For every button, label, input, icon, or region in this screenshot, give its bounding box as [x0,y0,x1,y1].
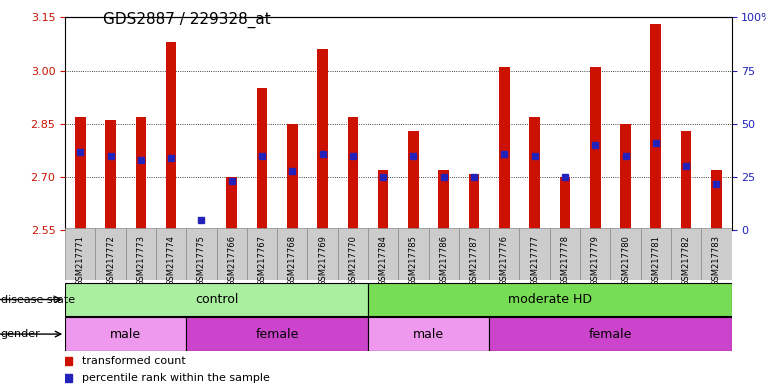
Text: GSM217767: GSM217767 [257,235,267,286]
Bar [640,228,671,280]
Text: GSM217766: GSM217766 [228,235,236,286]
Bar [165,42,176,230]
Bar [681,131,692,230]
Text: GSM217773: GSM217773 [136,235,146,286]
Text: GSM217775: GSM217775 [197,235,206,286]
Bar [398,228,429,280]
Bar [368,318,489,351]
Text: GSM217777: GSM217777 [530,235,539,286]
Bar [489,228,519,280]
Bar [469,174,480,230]
Text: GSM217769: GSM217769 [318,235,327,286]
Bar [611,228,640,280]
Bar [126,228,156,280]
Bar [277,228,307,280]
Text: GSM217779: GSM217779 [591,235,600,286]
Bar [378,170,388,230]
Text: GSM217783: GSM217783 [712,235,721,286]
Bar [105,120,116,230]
Bar [368,283,732,316]
Bar [560,177,570,230]
Bar [96,228,126,280]
Text: GSM217776: GSM217776 [500,235,509,286]
Text: moderate HD: moderate HD [508,293,592,306]
Bar [156,228,186,280]
Bar [75,117,86,230]
Text: female: female [589,328,632,341]
Bar [701,228,732,280]
Bar [136,117,146,230]
Bar [429,228,459,280]
Bar [529,117,540,230]
Bar [338,228,368,280]
Text: gender: gender [1,329,41,339]
Text: control: control [195,293,238,306]
Text: GSM217786: GSM217786 [439,235,448,286]
Bar [65,283,368,316]
Bar [408,131,419,230]
Text: percentile rank within the sample: percentile rank within the sample [82,373,270,383]
Bar [499,67,509,230]
Bar [671,228,701,280]
Text: GSM217778: GSM217778 [561,235,569,286]
Bar [247,228,277,280]
Bar [438,170,449,230]
Bar [227,177,237,230]
Bar [186,228,217,280]
Text: GSM217780: GSM217780 [621,235,630,286]
Text: GSM217774: GSM217774 [167,235,175,286]
Text: transformed count: transformed count [82,356,185,366]
Bar [317,49,328,230]
Text: female: female [256,328,299,341]
Bar [307,228,338,280]
Text: GSM217784: GSM217784 [378,235,388,286]
Bar [196,228,207,230]
Bar [348,117,358,230]
Bar [65,318,186,351]
Bar [711,170,722,230]
Bar [65,228,96,280]
Bar [620,124,631,230]
Bar [519,228,550,280]
Bar [650,24,661,230]
Bar [489,318,732,351]
Text: GSM217770: GSM217770 [349,235,358,286]
Bar [257,88,267,230]
Bar [459,228,489,280]
Bar [550,228,580,280]
Text: GSM217785: GSM217785 [409,235,418,286]
Bar [368,228,398,280]
Bar [590,67,601,230]
Text: disease state: disease state [1,295,75,305]
Bar [287,124,298,230]
Text: GSM217781: GSM217781 [651,235,660,286]
Text: GSM217782: GSM217782 [682,235,691,286]
Text: GSM217787: GSM217787 [470,235,479,286]
Bar [186,318,368,351]
Text: GSM217772: GSM217772 [106,235,115,286]
Bar [580,228,611,280]
Text: GSM217768: GSM217768 [288,235,296,286]
Text: GDS2887 / 229328_at: GDS2887 / 229328_at [103,12,271,28]
Bar [217,228,247,280]
Text: male: male [110,328,141,341]
Text: GSM217771: GSM217771 [76,235,85,286]
Text: male: male [413,328,444,341]
